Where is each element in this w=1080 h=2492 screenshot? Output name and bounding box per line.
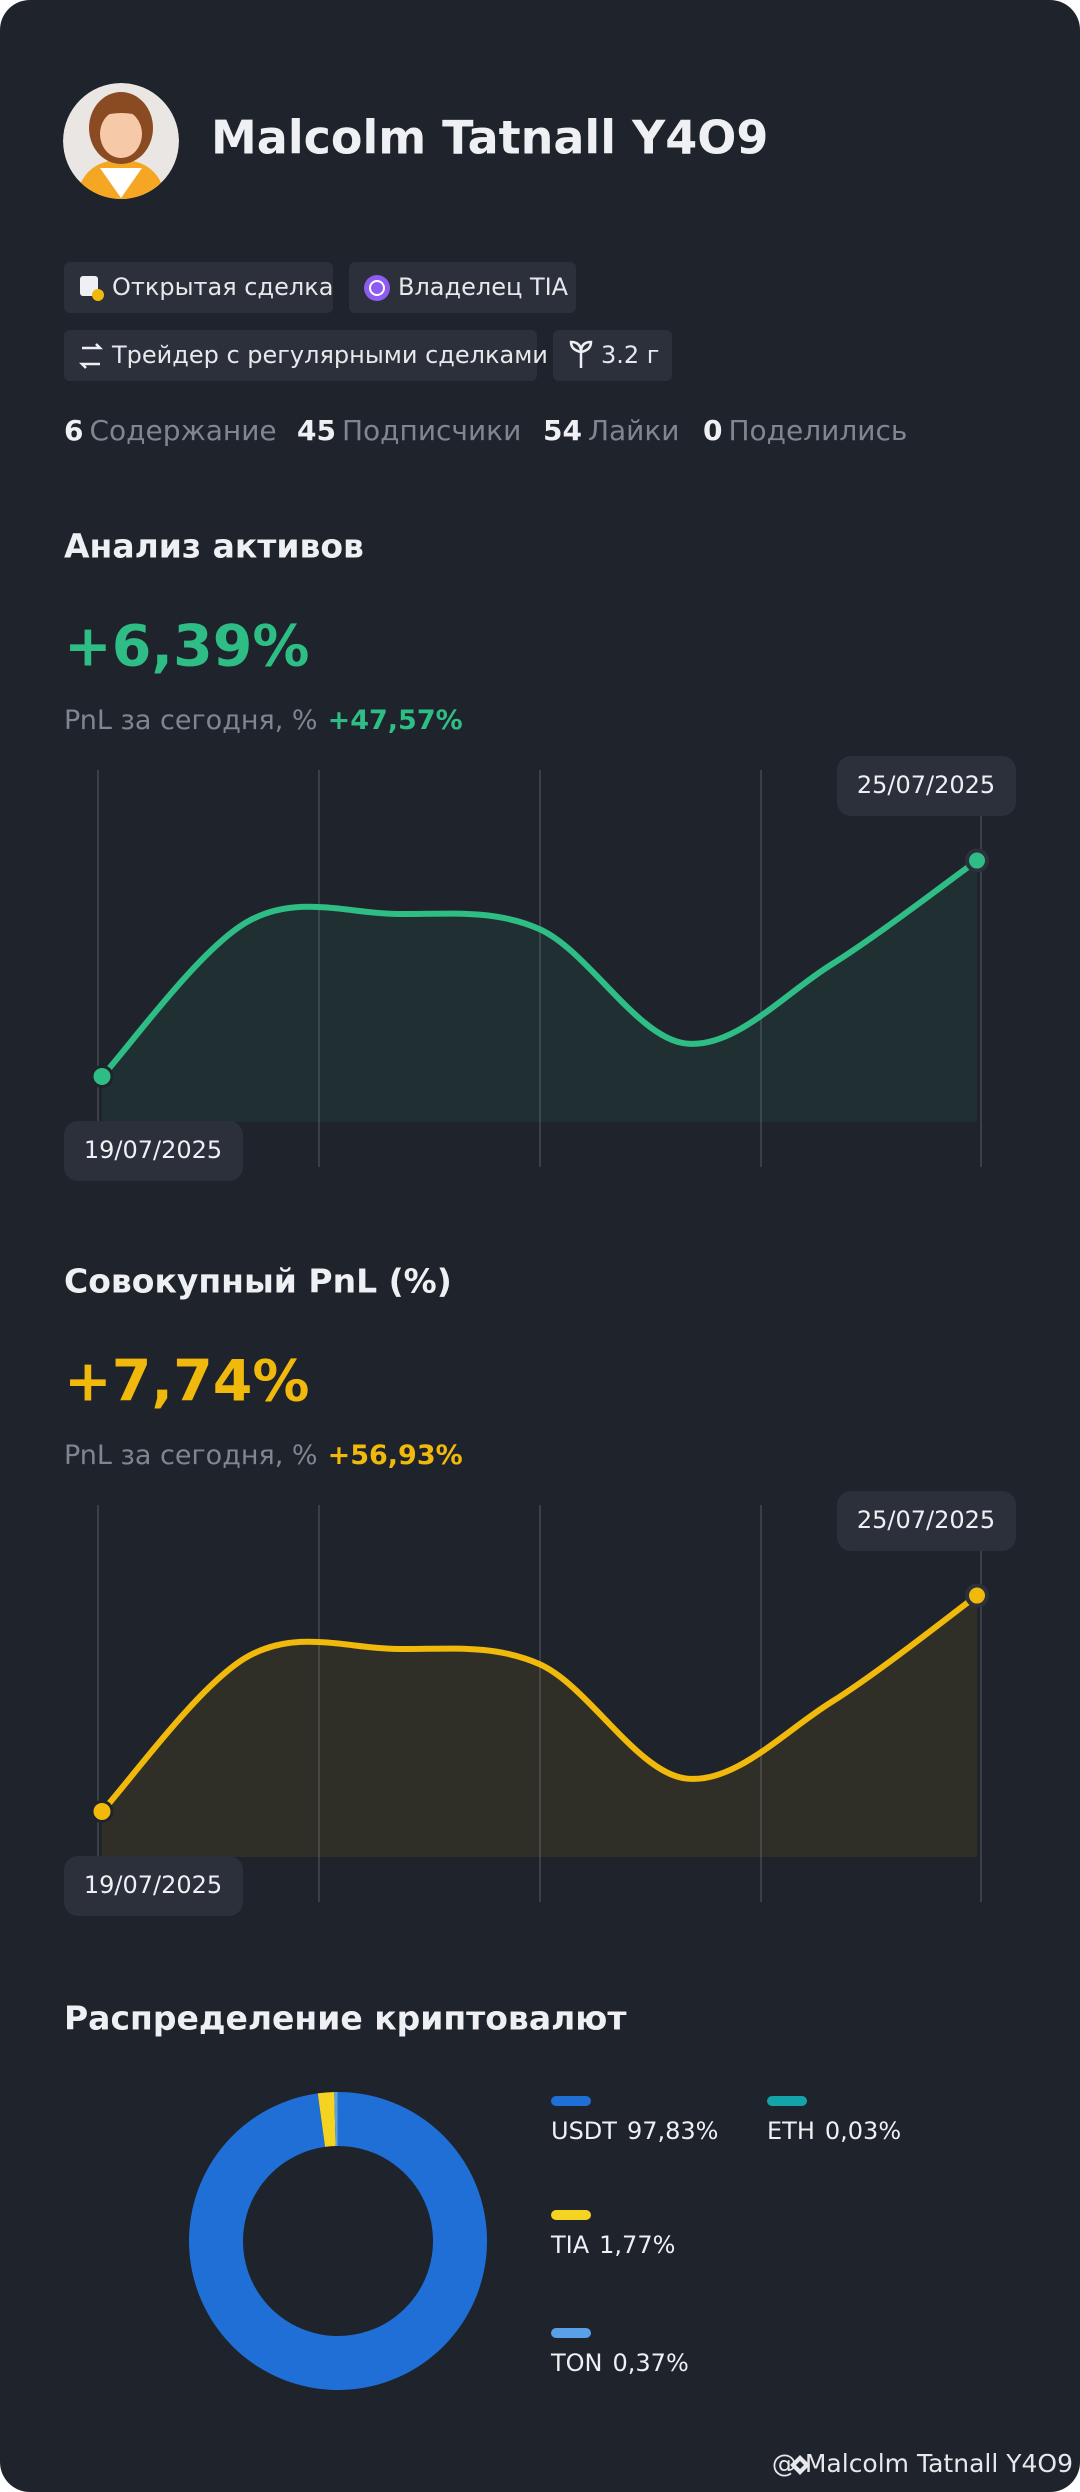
donut-slice <box>334 2092 338 2147</box>
date-label: 19/07/2025 <box>84 1871 222 1899</box>
text-part: 6 <box>64 414 83 447</box>
legend-swatch <box>551 2328 591 2338</box>
text-part: Лайки <box>588 414 680 447</box>
pnl-today: PnL за сегодня, % +47,57% <box>64 705 463 736</box>
end-point <box>965 848 989 873</box>
legend-swatch <box>551 2210 591 2220</box>
text-part: 45 <box>297 414 336 447</box>
badge: 3.2 г <box>553 330 672 381</box>
area <box>102 860 977 1122</box>
stat: 6 Содержание <box>64 414 277 447</box>
badge-label: Открытая сделка <box>112 273 333 301</box>
text-part: 0,03% <box>825 2117 901 2145</box>
line <box>99 857 980 1080</box>
text-part: PnL за сегодня, % <box>64 1440 318 1471</box>
profile-name: Malcolm Tatnall Y4O9 <box>211 111 768 165</box>
date-tooltip <box>837 756 1016 816</box>
badge: Владелец TIA <box>349 262 576 313</box>
stat: 45 Подписчики <box>297 414 521 447</box>
date-tooltip <box>64 1121 243 1181</box>
line <box>99 1592 980 1815</box>
date-tooltip <box>64 1856 243 1916</box>
text-part: 1,77% <box>599 2231 675 2259</box>
text-part: TIA <box>550 2231 590 2259</box>
watermark-logo <box>790 2455 810 2475</box>
text-part: 97,83% <box>627 2117 719 2145</box>
badge-label: Трейдер с регулярными сделками <box>111 341 548 369</box>
area <box>102 1595 977 1857</box>
date-label: 19/07/2025 <box>84 1136 222 1164</box>
legend-swatch <box>767 2096 807 2106</box>
date-label: 25/07/2025 <box>857 1506 995 1534</box>
legend-swatch <box>551 2096 591 2106</box>
text-part: 54 <box>543 414 582 447</box>
text-part: USDT <box>551 2117 617 2145</box>
section-title: Распределение криптовалют <box>64 1999 626 2038</box>
text-part: Содержание <box>89 414 276 447</box>
legend-entry: USDT 97,83% <box>551 2117 718 2145</box>
badge-label: 3.2 г <box>601 341 659 369</box>
badge: Открытая сделка <box>64 262 333 313</box>
stat: 54 Лайки <box>543 414 680 447</box>
headline-value: +7,74% <box>64 1349 310 1415</box>
badge: Трейдер с регулярными сделками <box>64 330 548 381</box>
end-point <box>965 1583 989 1608</box>
avatar <box>63 83 179 199</box>
text-part: Подписчики <box>342 414 521 447</box>
donut-slice <box>188 2092 487 2390</box>
text-part: 0 <box>703 414 722 447</box>
text-part: TON <box>550 2349 603 2377</box>
text-part: ETH <box>767 2117 815 2145</box>
donut-slice <box>317 2092 336 2147</box>
legend-entry: ETH 0,03% <box>767 2117 901 2145</box>
footer-watermark: @ Malcolm Tatnall Y4O9 <box>772 2449 1073 2478</box>
legend-entry: TON 0,37% <box>550 2349 689 2377</box>
end-point <box>90 1064 114 1088</box>
text-part: Поделились <box>728 414 907 447</box>
text-part: 0,37% <box>613 2349 689 2377</box>
legend-entry: TIA 1,77% <box>550 2231 675 2259</box>
section-title: Анализ активов <box>64 527 364 566</box>
text-part: PnL за сегодня, % <box>64 705 318 736</box>
stat: 0 Поделились <box>703 414 907 447</box>
text-part: +47,57% <box>328 705 463 736</box>
date-label: 25/07/2025 <box>857 771 995 799</box>
pnl-today: PnL за сегодня, % +56,93% <box>64 1440 463 1471</box>
badge-label: Владелец TIA <box>398 273 569 301</box>
date-tooltip <box>837 1491 1016 1551</box>
headline-value: +6,39% <box>64 614 310 680</box>
section-title: Совокупный PnL (%) <box>64 1262 452 1301</box>
end-point <box>90 1799 114 1823</box>
text-part: +56,93% <box>328 1440 463 1471</box>
